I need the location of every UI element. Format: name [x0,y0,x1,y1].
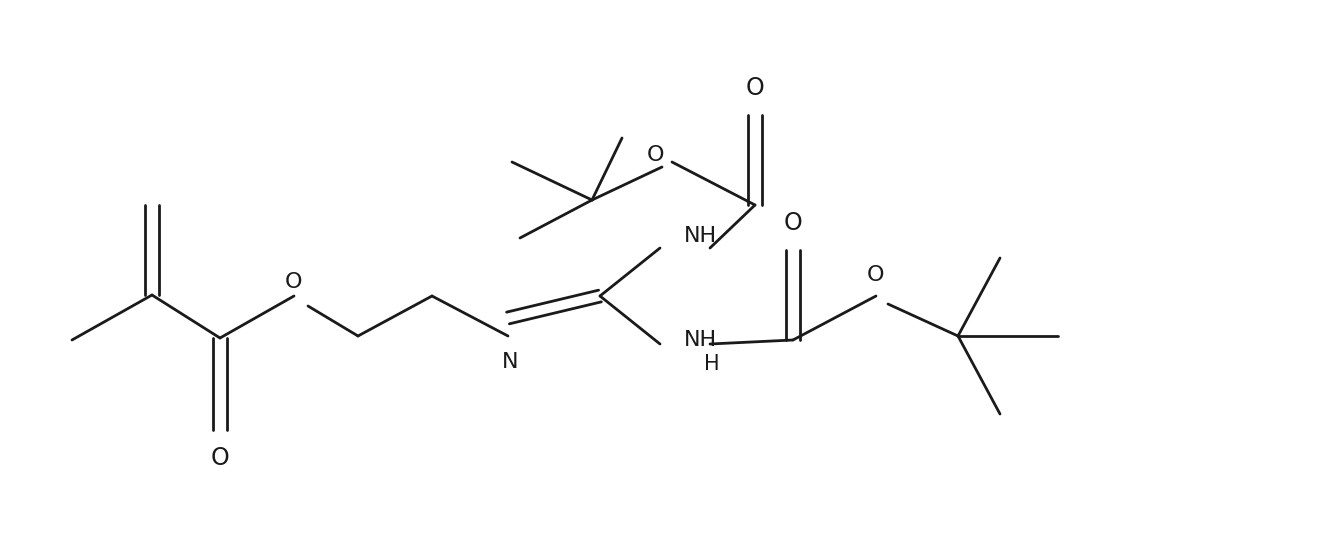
Text: NH: NH [684,330,717,350]
Text: O: O [746,76,764,100]
Text: O: O [867,265,884,285]
Text: O: O [285,272,303,292]
Text: NH: NH [684,226,717,246]
Text: O: O [211,446,229,470]
Text: N: N [502,352,518,372]
Text: O: O [784,211,803,235]
Text: O: O [646,145,664,165]
Text: H: H [704,354,720,374]
